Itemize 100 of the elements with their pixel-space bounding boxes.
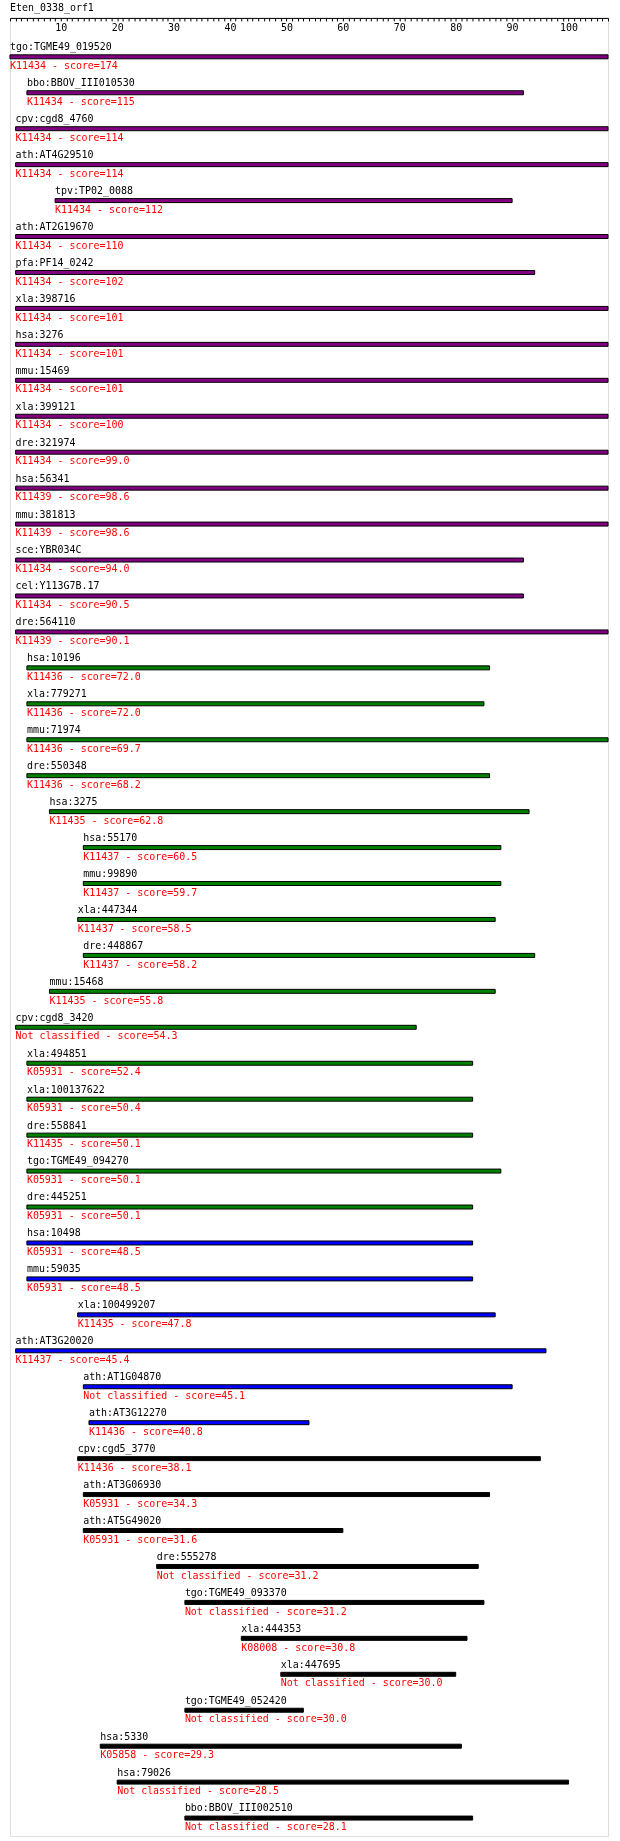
y-tick-label: hsa:3275 [49,796,98,808]
y-tick-label: hsa:55170 [83,832,138,843]
y-tick-label: mmu:15468 [49,975,104,987]
annotation: Not classified - score=28.5 [117,1785,279,1797]
y-tick-label: cpv:cgd8_3420 [15,1011,94,1024]
annotation: K11434 - score=94.0 [15,563,130,575]
bar [15,1348,547,1354]
annotation: K11434 - score=101 [15,311,124,323]
bar [15,485,609,491]
annotation: K05931 - score=50.1 [26,1210,141,1222]
bar [82,845,502,851]
y-tick-label: mmu:59035 [26,1263,81,1275]
annotation: K11437 - score=60.5 [83,850,198,862]
annotation: K11439 - score=90.1 [15,635,130,647]
x-tick-label: 40 [224,22,237,34]
annotation: K11434 - score=115 [26,95,135,107]
y-tick-label: cpv:cgd5_3770 [77,1443,156,1456]
bar [15,305,609,311]
annotation: K05931 - score=48.5 [26,1282,141,1294]
y-tick-label: mmu:99890 [83,867,138,879]
y-tick-label: mmu:71974 [26,724,81,736]
bar [82,881,502,887]
y-tick-label: ath:AT3G06930 [83,1479,162,1490]
bar [15,269,536,275]
annotation: K11437 - score=59.7 [83,886,198,898]
bar [15,126,609,132]
annotation: Not classified - score=54.3 [15,1030,178,1042]
annotation: K11434 - score=101 [15,383,124,395]
annotation: K11434 - score=174 [9,59,118,71]
bar [15,557,524,563]
annotation: K11436 - score=68.2 [26,778,141,790]
y-tick-label: mmu:381813 [15,508,76,520]
y-tick-label: xla:444353 [241,1622,302,1634]
bar [26,1132,474,1138]
x-tick-label: 30 [168,22,181,34]
annotation: Not classified - score=31.2 [156,1569,319,1581]
bar [77,1312,496,1318]
annotation: K11439 - score=98.6 [15,491,130,503]
annotation: K11437 - score=58.2 [83,958,198,970]
y-tick-label: hsa:10498 [26,1227,81,1239]
annotation: K11434 - score=114 [15,131,124,143]
annotation: K11435 - score=62.8 [49,814,164,826]
bar [15,377,609,383]
bar [15,341,609,347]
y-tick-label: ath:AT2G19670 [15,220,94,232]
y-tick-label: xla:447344 [77,903,138,915]
annotation: K11434 - score=100 [15,419,124,431]
bar [26,773,491,779]
annotation: K11436 - score=40.8 [88,1425,203,1437]
annotation: K08008 - score=30.8 [241,1641,356,1653]
bar [26,1168,502,1174]
annotation: K11436 - score=72.0 [26,706,141,718]
bar [15,1024,417,1030]
bar [26,1276,474,1282]
y-tick-label: xla:494851 [26,1047,87,1059]
bar [77,916,496,922]
annotation: K05931 - score=34.3 [83,1497,198,1509]
y-tick-label: ath:AT3G20020 [15,1335,94,1347]
annotation: K11436 - score=69.7 [26,742,141,754]
y-tick-label: tgo:TGME49_094270 [26,1155,129,1168]
annotation: Not classified - score=31.2 [184,1605,347,1617]
y-tick-label: ath:AT4G29510 [15,149,94,161]
annotation: K11436 - score=72.0 [26,671,141,683]
y-tick-label: hsa:56341 [15,472,70,484]
y-tick-label: dre:448867 [83,939,144,951]
y-tick-label: cel:Y113G7B.17 [15,580,100,592]
annotation: K11437 - score=58.5 [77,922,192,934]
y-tick-label: ath:AT3G12270 [88,1407,167,1419]
y-tick-label: hsa:5330 [100,1730,149,1742]
bar [9,54,609,60]
annotation: K05931 - score=50.4 [26,1102,141,1114]
bar [26,665,491,671]
annotation: K11434 - score=112 [55,203,163,215]
annotation: K11434 - score=90.5 [15,599,130,611]
y-tick-label: xla:779271 [26,688,87,700]
x-tick-label: 20 [111,22,124,34]
bar [26,737,609,743]
annotation: K11435 - score=50.1 [26,1138,141,1150]
annotation: K05931 - score=52.4 [26,1066,141,1078]
y-tick-label: dre:555278 [156,1550,217,1562]
x-tick-label: 90 [506,22,519,34]
bar [26,1204,474,1210]
annotation: K11434 - score=114 [15,167,124,179]
y-tick-label: pfa:PF14_0242 [15,256,94,269]
bar [15,413,609,419]
annotation: K11436 - score=38.1 [77,1461,192,1473]
bar [15,593,524,599]
y-tick-label: bbo:BBOV_III010530 [26,77,135,90]
bar [15,162,609,168]
bar [82,952,536,958]
y-tick-label: tgo:TGME49_093370 [184,1586,287,1599]
bar [77,1456,541,1462]
bar [82,1492,491,1498]
annotation: K11435 - score=55.8 [49,994,164,1006]
annotation: K05858 - score=29.3 [100,1749,215,1761]
annotation: K05931 - score=48.5 [26,1246,141,1258]
y-tick-label: bbo:BBOV_III002510 [184,1802,293,1815]
bar [26,1060,474,1066]
annotation: K11434 - score=101 [15,347,124,359]
y-tick-label: xla:100137622 [26,1083,105,1095]
